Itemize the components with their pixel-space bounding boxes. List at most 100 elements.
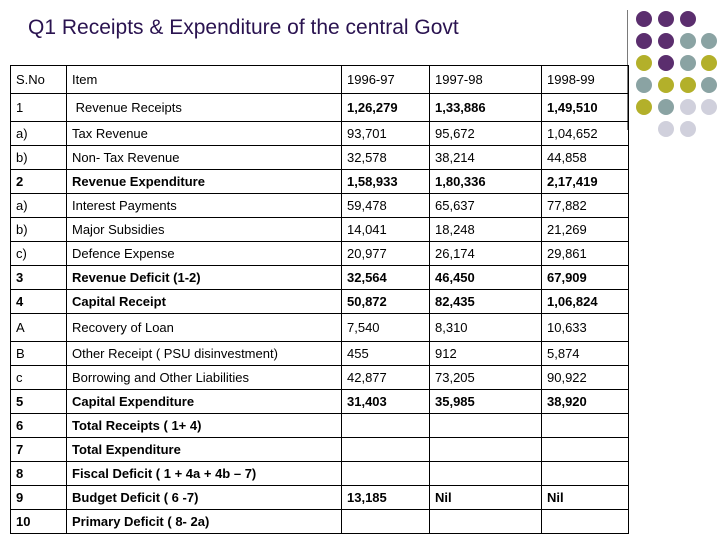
value-cell: 1,33,886 [429, 93, 542, 122]
value-cell: 82,435 [429, 289, 542, 314]
sno-cell: 4 [10, 289, 67, 314]
sno-cell: c) [10, 241, 67, 266]
sno-cell: a) [10, 121, 67, 146]
item-cell: Revenue Expenditure [66, 169, 342, 194]
sno-cell: 10 [10, 509, 67, 534]
sno-cell: 9 [10, 485, 67, 510]
value-cell: 1,04,652 [541, 121, 629, 146]
table-row: 2 Revenue Expenditure 1,58,933 1,80,336 … [10, 169, 629, 194]
sno-cell: A [10, 313, 67, 342]
value-cell [341, 413, 430, 438]
table-row: A Recovery of Loan 7,540 8,310 10,633 [10, 313, 629, 342]
decorative-dot-olive [636, 99, 652, 115]
table-row: 7 Total Expenditure [10, 437, 629, 462]
decorative-dot-purple [680, 11, 696, 27]
value-cell: 8,310 [429, 313, 542, 342]
value-cell: 50,872 [341, 289, 430, 314]
value-cell: 1,49,510 [541, 93, 629, 122]
decorative-dot-purple [658, 55, 674, 71]
item-cell: Total Receipts ( 1+ 4) [66, 413, 342, 438]
receipts-expenditure-table: S.No Item 1996-97 1997-98 1998-99 1 Reve… [10, 65, 629, 534]
value-cell [541, 413, 629, 438]
decorative-dot-olive [701, 55, 717, 71]
decorative-dot-light [658, 121, 674, 137]
header-cell-1996-97: 1996-97 [341, 65, 430, 94]
value-cell [429, 461, 542, 486]
table-row: 8 Fiscal Deficit ( 1 + 4a + 4b – 7) [10, 461, 629, 486]
item-cell: Borrowing and Other Liabilities [66, 365, 342, 390]
header-cell-sno: S.No [10, 65, 67, 94]
table-row: 5 Capital Expenditure 31,403 35,985 38,9… [10, 389, 629, 414]
table-row: a) Interest Payments 59,478 65,637 77,88… [10, 193, 629, 218]
value-cell [541, 461, 629, 486]
decorative-dot-light [680, 121, 696, 137]
item-cell: Budget Deficit ( 6 -7) [66, 485, 342, 510]
decorative-dot-light [701, 99, 717, 115]
value-cell [341, 461, 430, 486]
value-cell: 38,214 [429, 145, 542, 170]
item-cell: Primary Deficit ( 8- 2a) [66, 509, 342, 534]
slide-title: Q1 Receipts & Expenditure of the central… [28, 16, 459, 39]
item-cell: Fiscal Deficit ( 1 + 4a + 4b – 7) [66, 461, 342, 486]
sno-cell: 1 [10, 93, 67, 122]
item-cell: Capital Expenditure [66, 389, 342, 414]
decorative-dot-gray [680, 55, 696, 71]
value-cell: 31,403 [341, 389, 430, 414]
value-cell: 44,858 [541, 145, 629, 170]
value-cell [429, 509, 542, 534]
sno-cell: 6 [10, 413, 67, 438]
decorative-dot-purple [658, 33, 674, 49]
table-row: a) Tax Revenue 93,701 95,672 1,04,652 [10, 121, 629, 146]
header-cell-1997-98: 1997-98 [429, 65, 542, 94]
value-cell: 14,041 [341, 217, 430, 242]
item-cell: Recovery of Loan [66, 313, 342, 342]
sno-cell: a) [10, 193, 67, 218]
value-cell: 455 [341, 341, 430, 366]
value-cell [429, 413, 542, 438]
decorative-dot-purple [636, 11, 652, 27]
value-cell: 32,564 [341, 265, 430, 290]
value-cell [341, 437, 430, 462]
value-cell: 38,920 [541, 389, 629, 414]
value-cell: 912 [429, 341, 542, 366]
decorative-dot-gray [636, 77, 652, 93]
table-row: c Borrowing and Other Liabilities 42,877… [10, 365, 629, 390]
value-cell: 1,80,336 [429, 169, 542, 194]
table-row: b) Non- Tax Revenue 32,578 38,214 44,858 [10, 145, 629, 170]
value-cell: 1,58,933 [341, 169, 430, 194]
table-row: 4 Capital Receipt 50,872 82,435 1,06,824 [10, 289, 629, 314]
table-header-row: S.No Item 1996-97 1997-98 1998-99 [10, 65, 629, 94]
table-row: 10 Primary Deficit ( 8- 2a) [10, 509, 629, 534]
sno-cell: 2 [10, 169, 67, 194]
sno-cell: 3 [10, 265, 67, 290]
value-cell: 65,637 [429, 193, 542, 218]
decorative-dot-gray [701, 77, 717, 93]
value-cell [541, 437, 629, 462]
value-cell: 26,174 [429, 241, 542, 266]
table-row: b) Major Subsidies 14,041 18,248 21,269 [10, 217, 629, 242]
decorative-dot-gray [680, 33, 696, 49]
value-cell: 77,882 [541, 193, 629, 218]
value-cell: 2,17,419 [541, 169, 629, 194]
value-cell: 32,578 [341, 145, 430, 170]
value-cell: 1,26,279 [341, 93, 430, 122]
item-cell: Interest Payments [66, 193, 342, 218]
sno-cell: 8 [10, 461, 67, 486]
sno-cell: b) [10, 145, 67, 170]
value-cell: 21,269 [541, 217, 629, 242]
decorative-dot-olive [658, 77, 674, 93]
value-cell: 93,701 [341, 121, 430, 146]
value-cell: Nil [541, 485, 629, 510]
value-cell: 73,205 [429, 365, 542, 390]
decorative-dot-purple [658, 11, 674, 27]
value-cell: 13,185 [341, 485, 430, 510]
item-cell: Non- Tax Revenue [66, 145, 342, 170]
sno-cell: b) [10, 217, 67, 242]
value-cell: 10,633 [541, 313, 629, 342]
table-row: 6 Total Receipts ( 1+ 4) [10, 413, 629, 438]
value-cell [429, 437, 542, 462]
item-cell: Defence Expense [66, 241, 342, 266]
value-cell: 46,450 [429, 265, 542, 290]
item-cell: Other Receipt ( PSU disinvestment) [66, 341, 342, 366]
item-cell: Major Subsidies [66, 217, 342, 242]
